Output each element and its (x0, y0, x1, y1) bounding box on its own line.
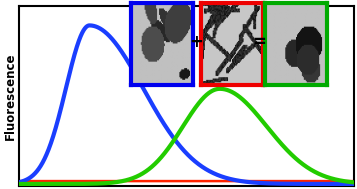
Text: =: = (252, 33, 266, 51)
Y-axis label: Fluorescence: Fluorescence (4, 52, 16, 140)
Text: +: + (189, 33, 203, 51)
